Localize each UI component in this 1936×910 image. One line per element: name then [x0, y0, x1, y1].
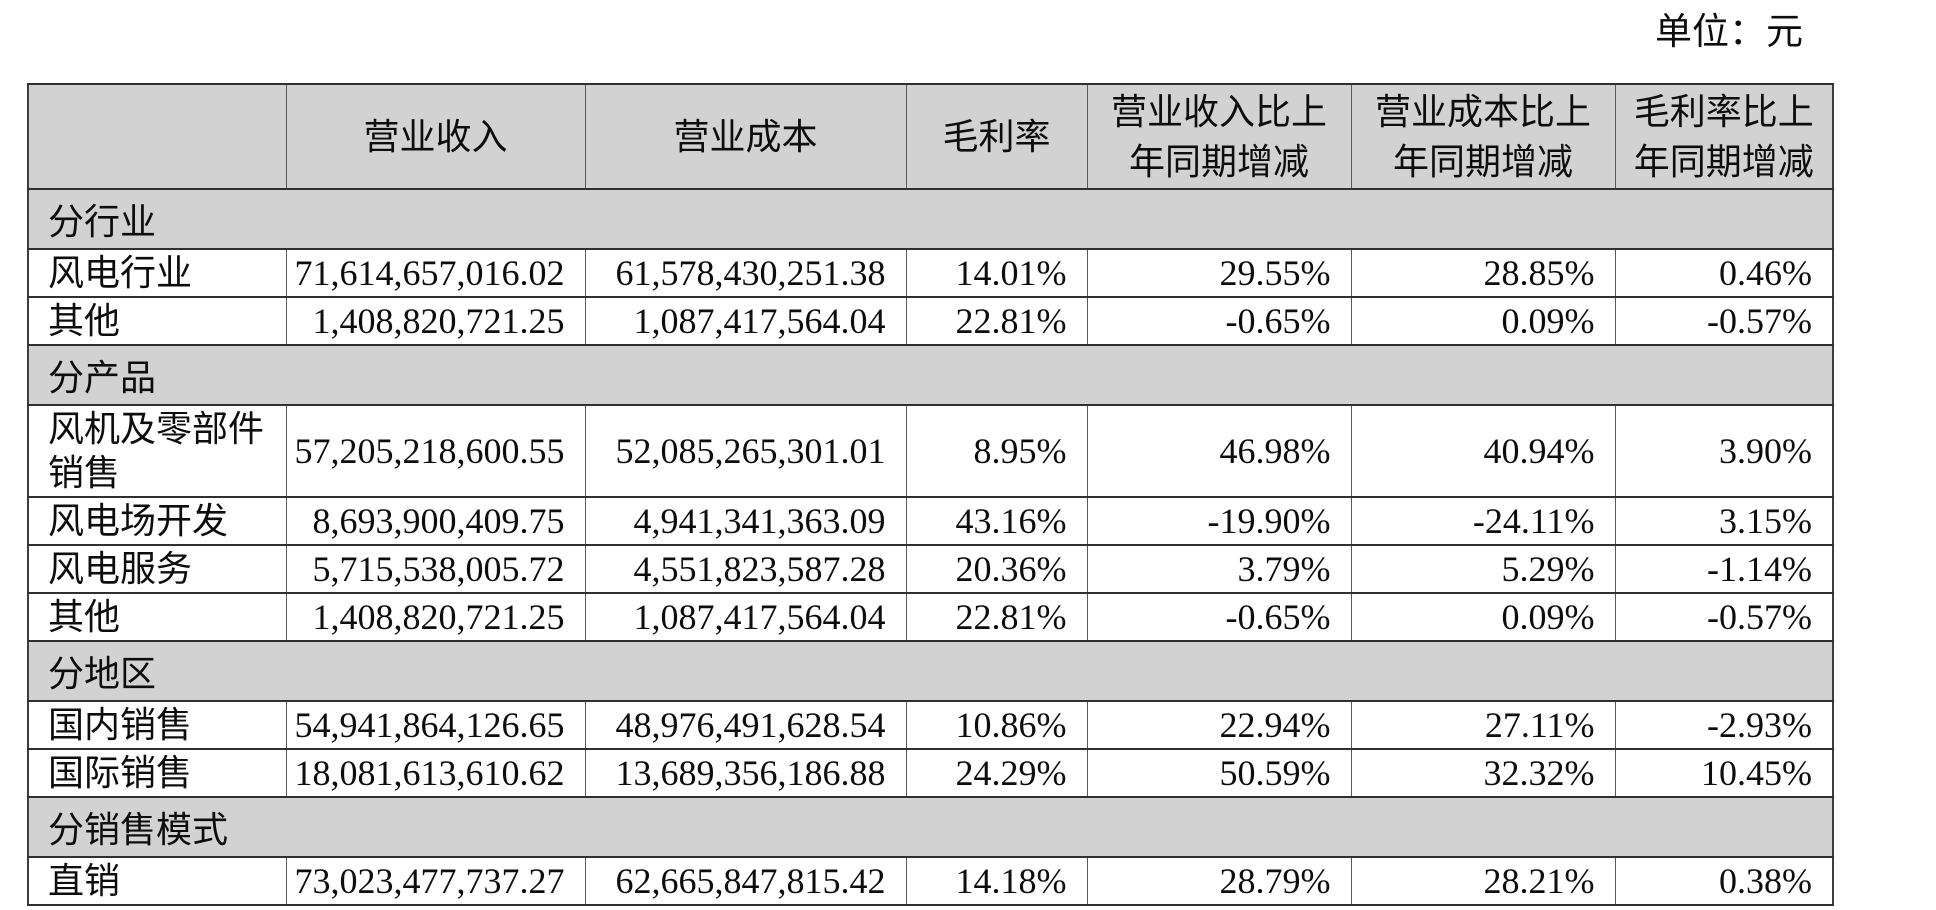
value-cell: 3.90%	[1614, 404, 1834, 498]
value-cell: 1,087,417,564.04	[584, 592, 907, 642]
value-cell: -19.90%	[1086, 496, 1352, 546]
value-cell: 22.94%	[1086, 700, 1352, 750]
table-row: 风机及零部件销售 57,205,218,600.55 52,085,265,301.…	[27, 404, 1834, 498]
table-row: 其他 1,408,820,721.25 1,087,417,564.04 22.81%…	[27, 592, 1834, 642]
value-cell: 48,976,491,628.54	[584, 700, 907, 750]
row-label-cell: 风电场开发	[27, 496, 287, 546]
value-cell: 1,408,820,721.25	[285, 296, 586, 346]
value-cell: 10.86%	[905, 700, 1088, 750]
value-cell: -0.65%	[1086, 296, 1352, 346]
section-header-row: 分产品	[27, 344, 1834, 406]
section-title: 分行业	[27, 188, 1834, 250]
section-header-row: 分行业	[27, 188, 1834, 250]
section-title: 分销售模式	[27, 796, 1834, 858]
value-cell: 73,023,477,737.27	[285, 856, 586, 906]
value-cell: 46.98%	[1086, 404, 1352, 498]
header-row: 营业收入 营业成本 毛利率 营业收入比上年同期增减 营业成本比上年同期增减 毛利…	[27, 83, 1834, 190]
section-header-row: 分地区	[27, 640, 1834, 702]
value-cell: 28.79%	[1086, 856, 1352, 906]
table-row: 其他 1,408,820,721.25 1,087,417,564.04 22.81%…	[27, 296, 1834, 346]
row-label-cell: 国内销售	[27, 700, 287, 750]
value-cell: 0.38%	[1614, 856, 1834, 906]
value-cell: 0.09%	[1350, 592, 1616, 642]
value-cell: 13,689,356,186.88	[584, 748, 907, 798]
value-cell: 5,715,538,005.72	[285, 544, 586, 594]
value-cell: 57,205,218,600.55	[285, 404, 586, 498]
table-row: 风电服务 5,715,538,005.72 4,551,823,587.28 20.3…	[27, 544, 1834, 594]
table-row: 国内销售 54,941,864,126.65 48,976,491,628.54 10…	[27, 700, 1834, 750]
value-cell: 71,614,657,016.02	[285, 248, 586, 298]
header-cell-gross-margin: 毛利率	[905, 83, 1088, 190]
row-label-cell: 风电服务	[27, 544, 287, 594]
value-cell: 10.45%	[1614, 748, 1834, 798]
header-cell-empty	[27, 83, 287, 190]
value-cell: 20.36%	[905, 544, 1088, 594]
revenue-breakdown-table: 营业收入 营业成本 毛利率 营业收入比上年同期增减 营业成本比上年同期增减 毛利…	[27, 83, 1834, 906]
header-cell-cost-change: 营业成本比上年同期增减	[1350, 83, 1616, 190]
table-row: 风电行业 71,614,657,016.02 61,578,430,251.38 14…	[27, 248, 1834, 298]
value-cell: 28.21%	[1350, 856, 1616, 906]
value-cell: 40.94%	[1350, 404, 1616, 498]
row-label-cell: 直销	[27, 856, 287, 906]
value-cell: -24.11%	[1350, 496, 1616, 546]
value-cell: 22.81%	[905, 296, 1088, 346]
header-cell-cost: 营业成本	[584, 83, 907, 190]
value-cell: -0.65%	[1086, 592, 1352, 642]
value-cell: 52,085,265,301.01	[584, 404, 907, 498]
header-cell-revenue-change: 营业收入比上年同期增减	[1086, 83, 1352, 190]
value-cell: 22.81%	[905, 592, 1088, 642]
section-title: 分地区	[27, 640, 1834, 702]
table-row: 国际销售 18,081,613,610.62 13,689,356,186.88 24…	[27, 748, 1834, 798]
value-cell: -1.14%	[1614, 544, 1834, 594]
header-cell-margin-change: 毛利率比上年同期增减	[1614, 83, 1834, 190]
row-label-cell: 其他	[27, 592, 287, 642]
value-cell: 4,551,823,587.28	[584, 544, 907, 594]
value-cell: 0.09%	[1350, 296, 1616, 346]
value-cell: -0.57%	[1614, 592, 1834, 642]
value-cell: 14.01%	[905, 248, 1088, 298]
table-body: 分行业 风电行业 71,614,657,016.02 61,578,430,251.3…	[27, 188, 1834, 906]
value-cell: 62,665,847,815.42	[584, 856, 907, 906]
value-cell: 4,941,341,363.09	[584, 496, 907, 546]
value-cell: 3.79%	[1086, 544, 1352, 594]
row-label-cell: 风机及零部件销售	[27, 404, 287, 498]
value-cell: 50.59%	[1086, 748, 1352, 798]
table-row: 风电场开发 8,693,900,409.75 4,941,341,363.09 43.…	[27, 496, 1834, 546]
row-label-cell: 其他	[27, 296, 287, 346]
table-header: 营业收入 营业成本 毛利率 营业收入比上年同期增减 营业成本比上年同期增减 毛利…	[27, 83, 1834, 190]
value-cell: 1,408,820,721.25	[285, 592, 586, 642]
value-cell: 18,081,613,610.62	[285, 748, 586, 798]
section-header-row: 分销售模式	[27, 796, 1834, 858]
value-cell: 3.15%	[1614, 496, 1834, 546]
value-cell: 54,941,864,126.65	[285, 700, 586, 750]
value-cell: 28.85%	[1350, 248, 1616, 298]
unit-label: 单位：元	[1655, 12, 1803, 53]
value-cell: 61,578,430,251.38	[584, 248, 907, 298]
value-cell: 32.32%	[1350, 748, 1616, 798]
value-cell: 8.95%	[905, 404, 1088, 498]
table-row: 直销 73,023,477,737.27 62,665,847,815.42 14.1…	[27, 856, 1834, 906]
section-title: 分产品	[27, 344, 1834, 406]
value-cell: 14.18%	[905, 856, 1088, 906]
value-cell: -2.93%	[1614, 700, 1834, 750]
row-label-cell: 风电行业	[27, 248, 287, 298]
value-cell: 8,693,900,409.75	[285, 496, 586, 546]
value-cell: 5.29%	[1350, 544, 1616, 594]
value-cell: 43.16%	[905, 496, 1088, 546]
value-cell: 24.29%	[905, 748, 1088, 798]
value-cell: -0.57%	[1614, 296, 1834, 346]
value-cell: 1,087,417,564.04	[584, 296, 907, 346]
value-cell: 27.11%	[1350, 700, 1616, 750]
row-label-cell: 国际销售	[27, 748, 287, 798]
value-cell: 29.55%	[1086, 248, 1352, 298]
value-cell: 0.46%	[1614, 248, 1834, 298]
header-cell-revenue: 营业收入	[285, 83, 586, 190]
